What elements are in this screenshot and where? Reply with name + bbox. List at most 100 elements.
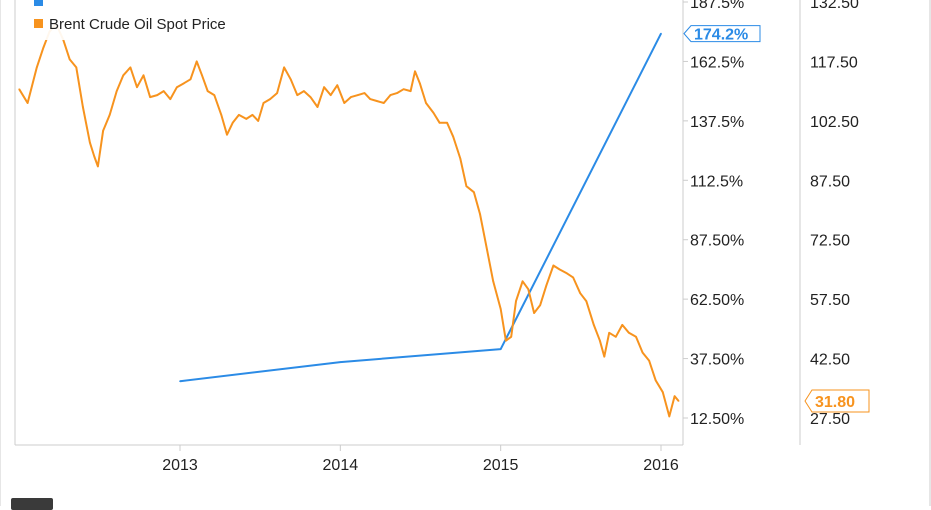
ycharts-logo bbox=[11, 498, 53, 510]
series-line-brent bbox=[18, 22, 680, 418]
y-left-tick-label: 87.50% bbox=[690, 233, 744, 250]
data-point bbox=[97, 165, 99, 168]
data-point bbox=[226, 133, 228, 136]
data-point bbox=[527, 288, 530, 291]
data-point bbox=[499, 348, 502, 350]
data-point bbox=[257, 120, 260, 122]
y-right-tick-label: 42.50 bbox=[810, 352, 850, 369]
data-point bbox=[608, 332, 610, 334]
data-point bbox=[521, 280, 524, 283]
legend-label-brent: Brent Crude Oil Spot Price bbox=[49, 16, 226, 33]
data-point bbox=[499, 308, 502, 310]
data-point bbox=[289, 78, 292, 81]
data-point bbox=[603, 355, 606, 358]
data-point bbox=[115, 90, 118, 92]
data-point bbox=[129, 66, 132, 69]
y-left-tick-label: 162.5% bbox=[690, 54, 744, 71]
data-point bbox=[42, 46, 45, 49]
data-point bbox=[465, 185, 468, 187]
x-tick-label: 2014 bbox=[323, 457, 359, 474]
data-point bbox=[75, 66, 78, 69]
data-point bbox=[409, 90, 412, 92]
data-point bbox=[316, 106, 319, 108]
data-point bbox=[339, 361, 342, 363]
data-point bbox=[662, 391, 664, 394]
legend-swatch-blue bbox=[34, 0, 43, 6]
data-point bbox=[486, 248, 488, 251]
data-point bbox=[336, 84, 339, 86]
data-point bbox=[552, 264, 555, 267]
brent-end-label: 31.80 bbox=[815, 394, 855, 411]
data-point bbox=[343, 102, 346, 104]
data-point bbox=[376, 100, 378, 102]
data-point bbox=[479, 213, 481, 215]
data-point bbox=[231, 122, 234, 124]
data-point bbox=[245, 118, 248, 120]
data-point bbox=[142, 74, 145, 77]
data-point bbox=[350, 96, 352, 98]
legend-item-brent: Brent Crude Oil Spot Price bbox=[34, 16, 226, 34]
data-point bbox=[677, 400, 680, 402]
data-point bbox=[566, 272, 568, 275]
y-right-tick-label: 117.50 bbox=[810, 54, 858, 71]
y-right-tick-label: 57.50 bbox=[810, 292, 850, 309]
data-point bbox=[363, 92, 366, 94]
data-point bbox=[389, 94, 392, 96]
data-point bbox=[515, 300, 517, 302]
data-point bbox=[446, 122, 448, 124]
data-point bbox=[68, 58, 71, 61]
data-point bbox=[26, 102, 29, 104]
data-point bbox=[201, 74, 203, 77]
data-point bbox=[283, 66, 285, 69]
data-point bbox=[169, 98, 172, 100]
data-point bbox=[673, 395, 676, 398]
data-point bbox=[383, 102, 385, 104]
data-point bbox=[89, 141, 91, 144]
legend-item-cut bbox=[34, 0, 49, 12]
data-point bbox=[357, 94, 359, 96]
blue-end-label: 174.2% bbox=[694, 27, 748, 44]
data-point bbox=[572, 276, 574, 279]
data-point bbox=[369, 98, 372, 100]
data-point bbox=[452, 135, 455, 138]
data-point bbox=[585, 300, 588, 302]
data-point bbox=[179, 380, 181, 383]
data-point bbox=[533, 312, 535, 314]
series-line-blue bbox=[179, 33, 662, 383]
data-point bbox=[238, 114, 240, 116]
y-left-tick-label: 187.5% bbox=[690, 0, 744, 12]
brent-end-label-box bbox=[804, 389, 870, 413]
data-point bbox=[473, 191, 475, 193]
data-point bbox=[621, 324, 624, 326]
data-point bbox=[36, 66, 38, 69]
data-point bbox=[213, 94, 216, 96]
y-right-tick-label: 102.50 bbox=[810, 114, 859, 131]
y-left-tick-label: 112.5% bbox=[690, 173, 743, 190]
data-point bbox=[641, 351, 644, 354]
data-point bbox=[635, 336, 637, 338]
data-point bbox=[539, 304, 541, 306]
data-point bbox=[599, 339, 601, 342]
y-left-tick-label: 37.50% bbox=[690, 352, 744, 369]
legend-swatch-orange bbox=[34, 19, 43, 28]
data-point bbox=[396, 92, 398, 94]
data-point bbox=[660, 32, 662, 35]
blue-end-label-box bbox=[683, 25, 761, 43]
data-point bbox=[93, 155, 96, 158]
data-point bbox=[419, 82, 421, 84]
x-tick-label: 2015 bbox=[483, 457, 519, 474]
data-point bbox=[156, 94, 158, 96]
y-left-tick-label: 12.50% bbox=[690, 411, 744, 428]
x-tick-label: 2016 bbox=[643, 457, 679, 474]
y-right-tick-label: 87.50 bbox=[810, 173, 850, 190]
data-point bbox=[414, 70, 416, 73]
data-point bbox=[108, 114, 111, 116]
data-point bbox=[82, 106, 84, 108]
y-right-tick-label: 72.50 bbox=[810, 233, 850, 250]
data-point bbox=[505, 339, 507, 342]
data-point bbox=[438, 122, 441, 124]
data-point bbox=[102, 130, 104, 132]
data-point bbox=[176, 86, 178, 88]
